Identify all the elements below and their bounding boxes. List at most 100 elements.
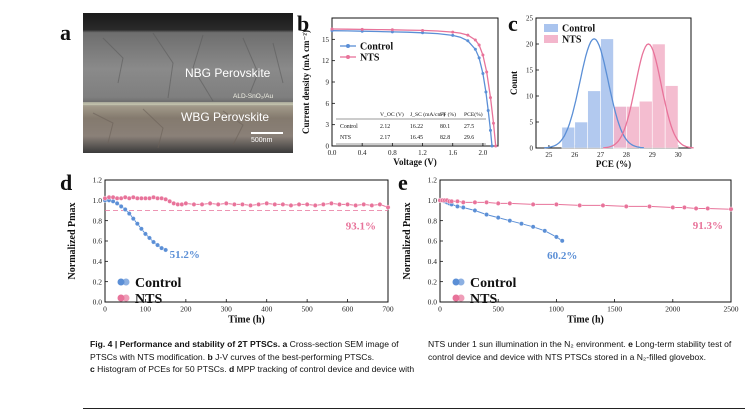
table-cell: 2.17 <box>380 135 390 141</box>
data-point-nts <box>577 203 583 208</box>
y-tick-label: 1.2 <box>428 176 438 185</box>
pce-histogram-chart: 25 26 27 28 29 30 0 5 10 15 20 25 PCE (%) Count Contro… <box>509 14 694 169</box>
jv-point-nts <box>360 27 364 31</box>
data-point-nts <box>693 206 699 211</box>
panel-label-b: b <box>297 11 310 36</box>
scale-bar-label: 500nm <box>251 137 273 144</box>
y-tick-label: 0.6 <box>93 237 103 246</box>
data-point-nts <box>460 199 466 205</box>
x-tick-label: 2.0 <box>479 149 488 157</box>
y-tick-label: 0.8 <box>93 216 103 225</box>
data-point-control <box>559 238 565 244</box>
jv-point-nts <box>390 28 394 32</box>
jv-point-control <box>421 31 425 35</box>
jv-point-nts <box>491 121 495 125</box>
y-tick-label: 0.0 <box>93 298 103 307</box>
data-point-nts <box>151 194 156 200</box>
data-point-nts <box>623 204 629 209</box>
data-point-control <box>110 198 116 204</box>
legend-marker-nts <box>122 294 130 302</box>
x-tick-label: 29 <box>649 151 657 159</box>
x-tick-label: 100 <box>140 305 152 314</box>
data-point-nts <box>167 198 173 204</box>
x-tick-label: 400 <box>261 305 273 314</box>
legend-marker-control <box>452 278 460 286</box>
legend-label-nts: NTS <box>360 53 380 64</box>
caption-left: Fig. 4 | Performance and stability of 2T… <box>90 338 420 376</box>
annotation-control: 51.2% <box>170 249 200 261</box>
data-point-nts <box>143 195 148 201</box>
table-cell: 16.22 <box>410 124 423 130</box>
data-point-nts <box>312 203 318 208</box>
data-point-nts <box>449 198 455 204</box>
x-tick-label: 700 <box>382 305 394 314</box>
data-point-nts <box>175 202 181 207</box>
legend-swatch-nts <box>544 35 558 43</box>
data-point-nts <box>472 199 478 205</box>
y-tick-label: 15 <box>322 36 330 44</box>
legend-marker-nts <box>457 294 465 302</box>
legend-marker-control <box>457 278 465 286</box>
data-point-nts <box>728 206 734 212</box>
data-point-nts <box>553 202 559 207</box>
data-point-control <box>130 216 136 222</box>
y-tick-label: 25 <box>526 14 534 22</box>
data-point-nts <box>134 195 140 201</box>
y-tick-label: 1.0 <box>428 196 438 205</box>
y-tick-label: 0.8 <box>428 216 438 225</box>
y-axis-label: Current density (mA cm⁻²) <box>301 30 311 134</box>
table-cell: 82.8 <box>440 135 450 141</box>
y-tick-label: 1.2 <box>93 176 103 185</box>
mpp-tracking-chart: 0 100 200 300 400 500 600 700 0.0 0.2 0.4 0.6 0.8 1.0… <box>67 176 394 326</box>
data-point-nts <box>106 194 112 200</box>
jv-point-nts <box>451 30 455 34</box>
jv-point-nts <box>473 38 477 42</box>
scale-bar <box>251 132 283 134</box>
table-header: J_SC (mA/cm²) <box>410 111 446 118</box>
x-tick-label: 0.8 <box>388 149 397 157</box>
data-point-nts <box>600 203 606 208</box>
y-tick-label: 0.6 <box>428 237 438 246</box>
x-tick-label: 1000 <box>549 305 564 314</box>
x-axis-label: Voltage (V) <box>393 157 436 167</box>
y-tick-label: 5 <box>530 118 534 126</box>
data-point-nts <box>199 202 205 207</box>
x-tick-label: 500 <box>302 305 314 314</box>
jv-curve-chart: 0.0 0.4 0.8 1.2 1.6 2.0 0 3 6 9 12 15 Voltage (V) Cur… <box>301 17 499 167</box>
table-cell: 29.6 <box>464 135 474 141</box>
jv-point-nts <box>494 144 498 148</box>
data-point-nts <box>110 194 116 200</box>
data-point-control <box>455 204 460 209</box>
y-tick-label: 0 <box>326 142 330 150</box>
legend-swatch-control <box>544 24 558 32</box>
x-tick-label: 300 <box>221 305 233 314</box>
y-tick-label: 3 <box>326 121 330 129</box>
jv-point-nts <box>421 28 425 32</box>
jv-point-nts <box>488 96 492 100</box>
x-tick-label: 200 <box>180 305 192 314</box>
data-point-control <box>138 226 144 232</box>
data-point-nts <box>191 202 197 207</box>
y-tick-label: 10 <box>526 92 534 100</box>
table-header: V_OC (V) <box>380 111 404 118</box>
x-axis-label: Time (h) <box>228 315 265 326</box>
hist-bar-control <box>587 90 601 149</box>
panel-label-a: a <box>60 20 71 45</box>
data-point-control <box>472 208 478 213</box>
data-point-nts <box>320 202 326 207</box>
caption-right: NTS under 1 sun illumination in the N₂ e… <box>428 338 743 363</box>
jv-point-control <box>466 39 470 43</box>
data-point-nts <box>369 203 375 208</box>
jv-point-nts <box>330 27 334 31</box>
jv-point-control <box>477 56 481 60</box>
data-point-nts <box>530 202 536 207</box>
x-tick-label: 500 <box>493 305 505 314</box>
gaussian-fit-control <box>544 38 644 149</box>
panel-label-c: c <box>508 11 518 36</box>
y-tick-label: 0.2 <box>428 277 438 286</box>
data-point-control <box>147 235 152 241</box>
y-tick-label: 6 <box>326 100 330 108</box>
data-point-nts <box>114 195 120 201</box>
table-header: PCE(%) <box>464 111 483 118</box>
data-point-control <box>151 239 156 245</box>
